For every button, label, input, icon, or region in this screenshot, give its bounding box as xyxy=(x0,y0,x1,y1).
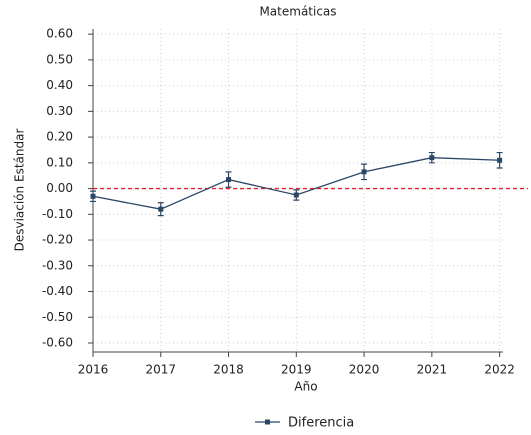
point xyxy=(293,192,299,198)
y-tick-label: -0.40 xyxy=(42,284,73,298)
x-tick-label: 2022 xyxy=(484,363,515,377)
y-tick-label: -0.50 xyxy=(42,310,73,324)
y-tick-label: 0.10 xyxy=(46,155,73,169)
point xyxy=(497,157,503,163)
point xyxy=(226,177,232,183)
point xyxy=(429,155,435,161)
x-tick-label: 2019 xyxy=(281,363,312,377)
chart-title: Matemáticas xyxy=(259,5,336,19)
point xyxy=(90,193,96,199)
x-tick-label: 2020 xyxy=(349,363,380,377)
y-tick-label: 0.50 xyxy=(46,52,73,66)
point xyxy=(361,169,367,175)
y-tick-label: -0.20 xyxy=(42,233,73,247)
x-tick-label: 2018 xyxy=(213,363,244,377)
y-tick-label: -0.10 xyxy=(42,207,73,221)
y-axis-title: Desviación Estándar xyxy=(13,129,27,252)
y-tick-label: -0.60 xyxy=(42,335,73,349)
y-tick-label: 0.60 xyxy=(46,27,73,41)
y-tick-label: 0.00 xyxy=(46,181,73,195)
y-tick-label: 0.40 xyxy=(46,78,73,92)
legend-marker xyxy=(265,419,270,425)
legend-label: Diferencia xyxy=(288,416,354,431)
y-tick-label: 0.30 xyxy=(46,104,73,118)
x-axis-title: Año xyxy=(294,380,317,394)
y-tick-label: -0.30 xyxy=(42,258,73,272)
x-tick-label: 2021 xyxy=(417,363,448,377)
y-tick-label: 0.20 xyxy=(46,130,73,144)
x-tick-label: 2016 xyxy=(78,363,109,377)
point xyxy=(158,206,164,212)
x-tick-label: 2017 xyxy=(145,363,176,377)
